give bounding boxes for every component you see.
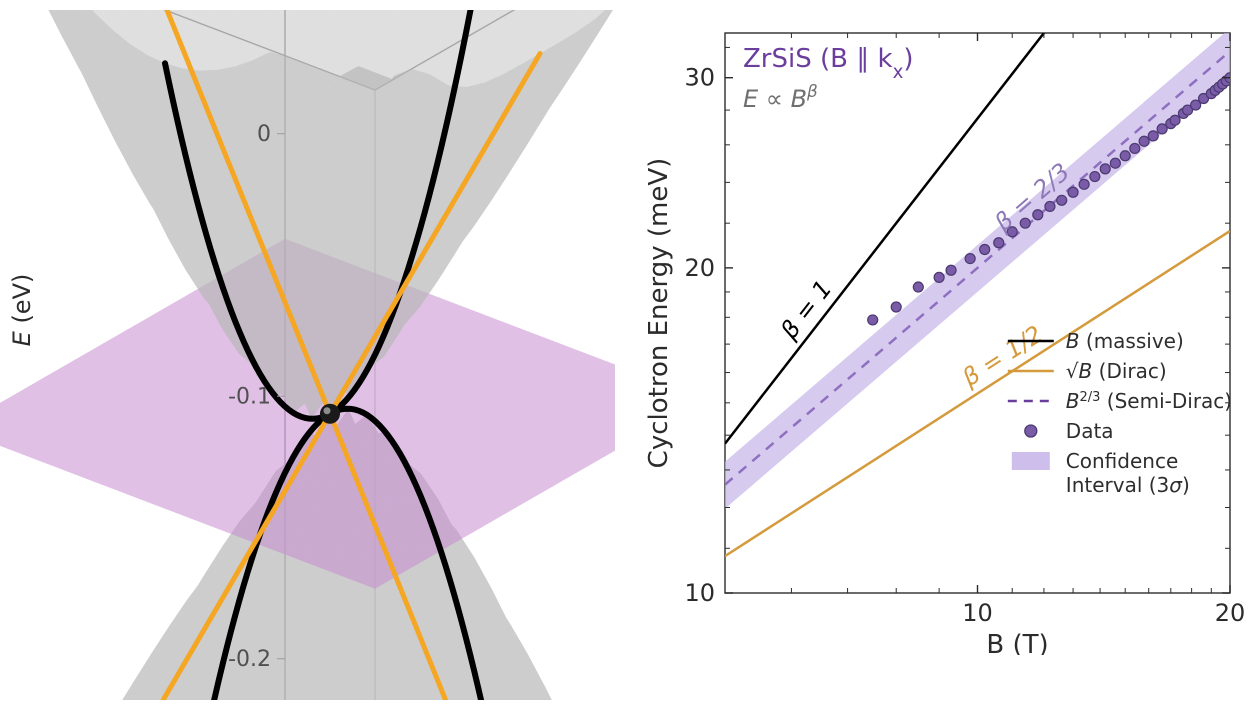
right-loglog-panel: β = 1β = 2/3β = 1/21020102030B (T)Cyclot… — [635, 15, 1245, 655]
data-point — [1100, 164, 1110, 174]
physics-figure: -0.2-0.100.1-0.200.20.20.4E (eV)kz (Å⁻¹)… — [0, 0, 1260, 707]
left-3d-panel: -0.2-0.100.1-0.200.20.20.4E (eV)kz (Å⁻¹)… — [0, 10, 615, 700]
svg-text:E ∝ Bβ: E ∝ Bβ — [743, 81, 818, 113]
svg-text:-0.2: -0.2 — [228, 647, 271, 672]
svg-text:30: 30 — [684, 64, 715, 92]
svg-text:Confidence: Confidence — [1066, 449, 1178, 473]
data-point — [1148, 131, 1158, 141]
data-point — [965, 254, 975, 264]
data-point — [868, 315, 878, 325]
data-point — [1170, 115, 1180, 125]
svg-text:Cyclotron Energy (meV): Cyclotron Energy (meV) — [644, 158, 674, 469]
svg-text:Interval (3σ): Interval (3σ) — [1066, 473, 1190, 497]
svg-text:20: 20 — [684, 254, 715, 282]
data-point — [913, 282, 923, 292]
svg-text:10: 10 — [684, 579, 715, 607]
data-point — [980, 244, 990, 254]
data-point — [946, 265, 956, 275]
data-point — [1090, 172, 1100, 182]
data-point — [891, 302, 901, 312]
data-point — [1068, 187, 1078, 197]
svg-text:0: 0 — [257, 122, 271, 147]
data-point — [1120, 151, 1130, 161]
svg-text:20: 20 — [1215, 599, 1245, 627]
svg-text:-0.1: -0.1 — [228, 384, 271, 409]
svg-text:B (massive): B (massive) — [1066, 329, 1184, 353]
svg-text:10: 10 — [962, 599, 993, 627]
data-point — [1130, 143, 1140, 153]
svg-text:E (eV): E (eV) — [8, 274, 36, 347]
data-point — [1079, 179, 1089, 189]
data-point — [994, 238, 1004, 248]
data-point — [1139, 136, 1149, 146]
svg-text:√B (Dirac): √B (Dirac) — [1066, 359, 1167, 383]
svg-text:B (T): B (T) — [986, 630, 1048, 655]
svg-text:Data: Data — [1066, 419, 1114, 443]
data-point — [1057, 195, 1067, 205]
data-point — [934, 272, 944, 282]
data-point — [1110, 158, 1120, 168]
